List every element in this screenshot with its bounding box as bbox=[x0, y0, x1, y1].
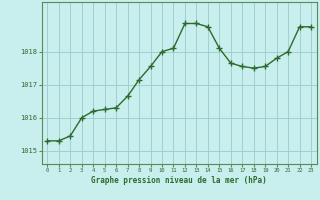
X-axis label: Graphe pression niveau de la mer (hPa): Graphe pression niveau de la mer (hPa) bbox=[91, 176, 267, 185]
